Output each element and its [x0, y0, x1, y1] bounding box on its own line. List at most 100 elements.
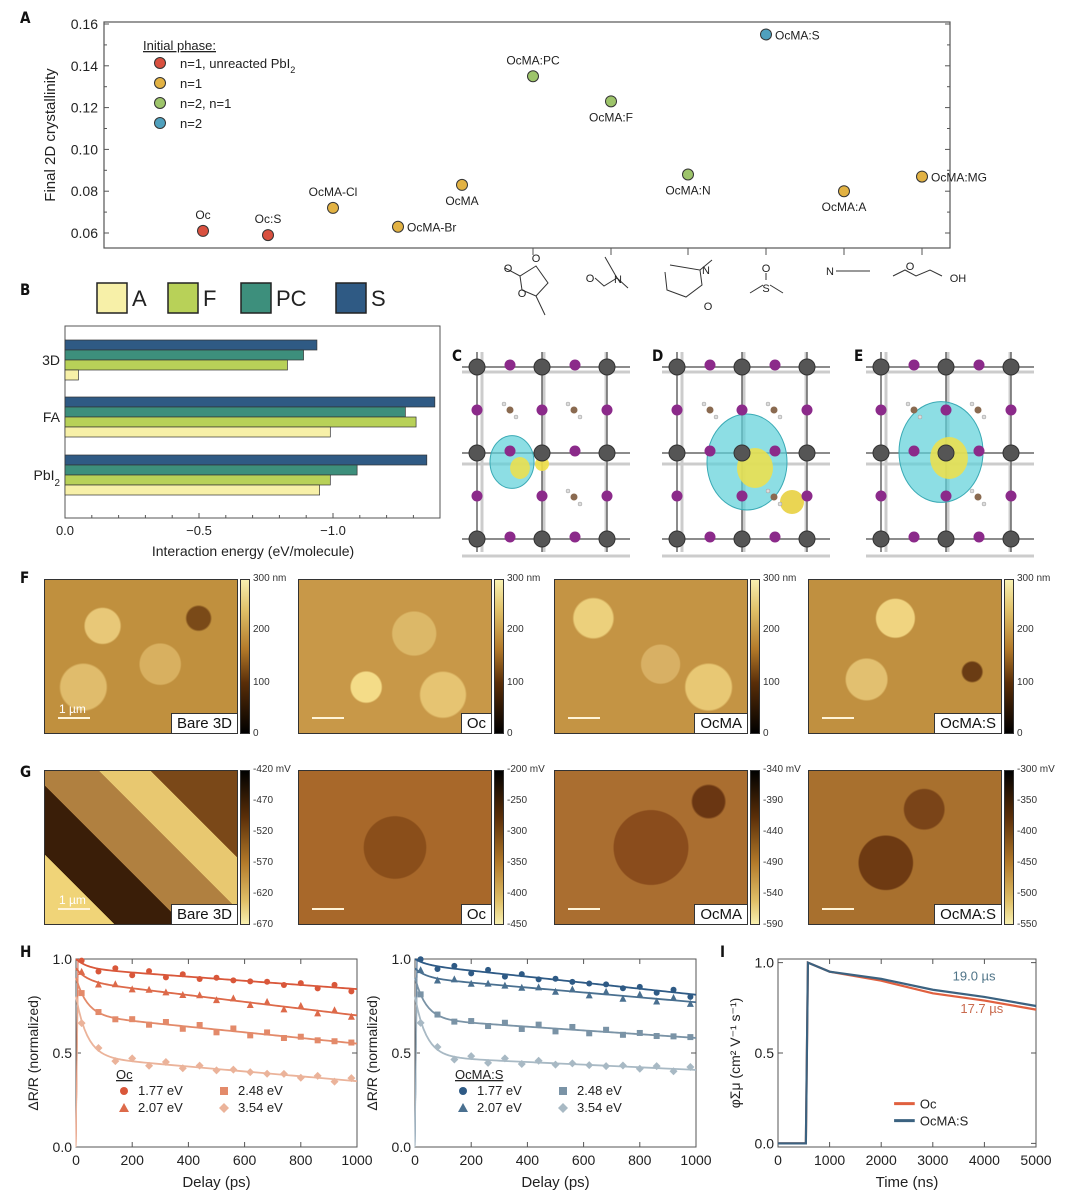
data-marker	[195, 1061, 204, 1070]
colorbar	[240, 770, 250, 925]
data-marker	[348, 988, 355, 995]
legend-marker	[458, 1103, 468, 1112]
legend-swatch-b	[167, 282, 199, 314]
data-point-ocma-mg	[916, 170, 928, 183]
legend-title-a: Initial phase:	[143, 38, 216, 53]
molecular-structures	[504, 256, 943, 316]
legend-marker	[558, 1103, 568, 1113]
data-marker	[501, 1019, 508, 1026]
colorbar-tick-label: -200 mV	[507, 764, 545, 775]
data-marker	[213, 1029, 220, 1036]
lifetime-annotation-oc: 17.7 µs	[960, 1001, 1003, 1016]
pb-atom	[668, 530, 686, 548]
pb-atom	[798, 444, 816, 462]
data-marker	[279, 1069, 288, 1078]
atom-label: O	[518, 288, 527, 300]
pb-atom	[798, 530, 816, 548]
data-label: OcMA:PC	[506, 53, 560, 67]
x-tick-label: 800	[289, 1152, 313, 1168]
hydrogen-atom	[713, 414, 719, 420]
data-marker	[467, 979, 475, 987]
hydrogen-atom	[565, 401, 571, 407]
legend-title: OcMA:S	[455, 1067, 504, 1082]
legend-marker-a	[154, 77, 166, 89]
sample-label: Bare 3D	[170, 713, 237, 733]
colorbar-tick-label: -400	[1017, 826, 1038, 837]
atom-label: O	[586, 273, 595, 285]
sample-label: OcMA:S	[934, 713, 1001, 733]
bar-a-pbi2	[64, 484, 320, 496]
hydrogen-atom	[917, 414, 923, 420]
pb-atom	[468, 530, 486, 548]
organic-cation-atom	[770, 406, 778, 414]
data-point-ocma-n	[682, 168, 694, 181]
iodine-atom	[875, 490, 887, 502]
data-marker	[179, 991, 187, 999]
pb-atom	[598, 444, 616, 462]
data-marker	[178, 1064, 187, 1073]
data-marker	[518, 1025, 525, 1032]
rise-edge	[414, 996, 418, 1148]
kpfm-image-ocma-s: OcMA:S	[808, 770, 1002, 925]
data-marker	[551, 1060, 560, 1069]
bar-chart-interaction-energy: A F PC S 3D FA PbI2 0.0 −0.5 −1.0 Interaction ener…	[34, 282, 441, 559]
atom-label: O	[704, 301, 713, 313]
iodine-atom	[801, 404, 813, 416]
colorbar-tick-label: 0	[763, 728, 769, 739]
scatter-chart-crystallinity: 0.06 0.08 0.10 0.12 0.14 0.16 Final 2D crystal…	[42, 16, 987, 316]
data-marker	[280, 982, 287, 989]
scale-bar-label: 1 µm	[59, 893, 86, 907]
atom-label: O	[906, 261, 915, 273]
x-tick-label: 4000	[969, 1152, 1000, 1168]
legend-label: 2.48 eV	[238, 1083, 283, 1098]
rise-edge	[75, 996, 79, 1148]
iodine-atom	[940, 490, 952, 502]
data-marker	[586, 980, 593, 987]
data-marker	[111, 1057, 120, 1066]
atom-label: N	[614, 274, 622, 286]
category-label-b: PbI2	[34, 467, 60, 489]
y-tick-label: 1.0	[755, 955, 775, 971]
colorbar	[494, 770, 504, 925]
data-marker	[263, 1069, 272, 1078]
data-marker	[161, 1058, 170, 1067]
data-marker	[94, 980, 102, 988]
kpfm-image-oc: Oc	[298, 770, 492, 925]
data-marker	[433, 976, 441, 984]
hydrogen-atom	[981, 414, 987, 420]
data-marker	[229, 994, 237, 1002]
hydrogen-atom	[969, 401, 975, 407]
data-marker	[619, 994, 627, 1002]
pb-atom	[733, 530, 751, 548]
dft-structure-renderings	[462, 352, 1034, 558]
legend-marker	[459, 1087, 467, 1095]
structure-propylene-carbonate	[504, 265, 549, 297]
data-label: OcMA	[445, 194, 478, 208]
legend-label: 2.48 eV	[577, 1083, 622, 1098]
data-marker	[313, 1071, 322, 1080]
sample-label: OcMA	[694, 713, 747, 733]
hydrogen-atom	[765, 401, 771, 407]
data-marker	[670, 1033, 677, 1040]
data-marker	[264, 978, 271, 985]
scale-bar	[822, 717, 854, 719]
colorbar-tick-label: 200	[763, 624, 780, 636]
data-marker	[602, 1062, 611, 1071]
x-axis-label: Delay (ps)	[521, 1174, 589, 1191]
y-axis-label: ΔR/R (normalized)	[364, 995, 380, 1110]
data-marker	[314, 985, 321, 992]
iodine-atom	[973, 531, 985, 543]
data-marker	[602, 987, 610, 995]
structure-2-methoxyethanol	[892, 269, 943, 277]
data-marker	[535, 976, 542, 983]
bar-a-fa	[64, 426, 331, 438]
data-label: Oc:S	[255, 212, 282, 226]
atom-label: OH	[950, 273, 967, 285]
atom-label: N	[702, 265, 710, 277]
fit-line-207	[414, 967, 697, 1004]
data-marker	[230, 977, 237, 984]
data-marker	[451, 1018, 458, 1025]
hydrogen-atom	[501, 401, 507, 407]
pb-atom	[598, 358, 616, 376]
data-marker	[450, 975, 458, 983]
